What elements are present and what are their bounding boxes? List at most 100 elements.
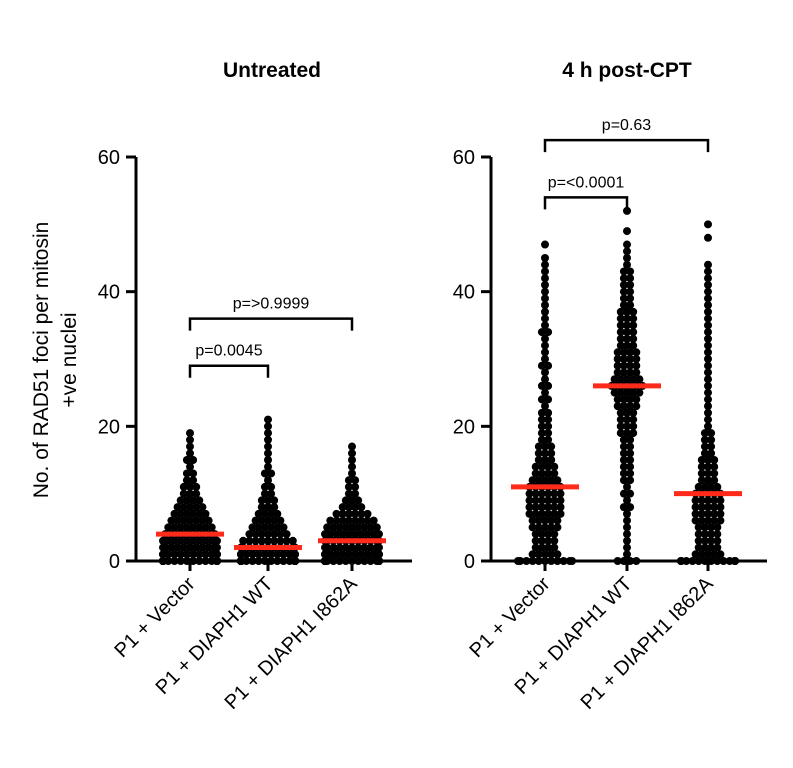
comparison-bracket — [188, 364, 270, 378]
data-point — [541, 456, 549, 464]
data-point — [632, 361, 641, 370]
data-point — [279, 550, 288, 559]
data-point — [629, 408, 638, 417]
data-point — [541, 348, 549, 357]
data-point — [704, 321, 712, 330]
data-point — [344, 489, 353, 498]
data-point — [360, 543, 369, 552]
data-point — [537, 429, 546, 438]
y-tick-label: 40 — [453, 282, 475, 304]
data-point — [619, 280, 628, 289]
data-point — [260, 550, 269, 559]
data-point — [375, 543, 383, 552]
data-point — [270, 536, 279, 545]
data-point — [619, 395, 628, 404]
data-point — [547, 516, 556, 525]
data-point — [338, 503, 347, 512]
data-point — [632, 395, 641, 404]
data-point — [326, 516, 335, 525]
data-point — [267, 469, 276, 478]
data-point — [704, 287, 712, 296]
data-point — [623, 509, 631, 518]
data-point — [282, 530, 291, 539]
data-point — [176, 523, 185, 532]
data-point — [341, 557, 350, 565]
data-point — [623, 227, 631, 236]
data-point — [544, 469, 553, 478]
data-point — [537, 503, 546, 512]
data-point — [182, 536, 191, 545]
data-point — [623, 314, 631, 323]
data-point — [323, 557, 332, 565]
data-point — [704, 402, 712, 411]
data-point — [632, 348, 641, 357]
data-point — [273, 523, 282, 532]
data-point — [626, 449, 635, 458]
data-point — [534, 456, 543, 464]
data-point — [704, 381, 712, 390]
data-point — [629, 328, 638, 337]
comparison-bracket — [543, 138, 710, 153]
data-point — [691, 509, 700, 518]
y-tick-label: 20 — [453, 416, 475, 438]
data-point — [264, 503, 272, 512]
data-point — [186, 516, 194, 525]
data-point — [170, 550, 179, 559]
data-point — [537, 469, 546, 478]
p-value-label: p=0.63 — [602, 117, 651, 134]
data-point — [182, 550, 191, 559]
comparison-bracket — [188, 317, 354, 331]
data-point — [264, 435, 272, 444]
data-point — [550, 489, 559, 498]
data-point — [623, 408, 631, 417]
data-point — [544, 503, 553, 512]
data-point — [704, 408, 712, 417]
data-point — [528, 523, 537, 532]
data-point — [697, 462, 706, 471]
data-point — [354, 543, 363, 552]
data-point — [704, 550, 712, 559]
data-point — [623, 388, 631, 397]
data-point — [245, 530, 254, 539]
data-point — [344, 516, 353, 525]
data-point — [626, 442, 635, 451]
data-point — [626, 402, 635, 411]
data-point — [282, 536, 291, 545]
data-point — [531, 489, 540, 498]
data-point — [264, 496, 272, 505]
data-point — [691, 503, 700, 512]
data-point — [170, 509, 179, 518]
data-point — [195, 523, 204, 532]
data-point — [528, 516, 537, 525]
data-point — [691, 496, 700, 505]
data-point — [541, 341, 549, 350]
data-point — [248, 523, 257, 532]
data-point — [366, 543, 375, 552]
data-point — [273, 557, 282, 565]
data-point — [344, 503, 353, 512]
y-axis-label-line-2: +ve nuclei — [58, 312, 81, 407]
y-tick-label: 0 — [464, 551, 475, 573]
data-point — [704, 314, 712, 323]
data-point — [691, 516, 700, 525]
data-point — [707, 523, 716, 532]
data-point — [694, 543, 703, 552]
data-point — [688, 557, 697, 565]
data-point — [348, 449, 356, 458]
data-point — [544, 543, 553, 552]
p-value-label: p=>0.9999 — [233, 296, 310, 313]
data-point — [195, 536, 204, 545]
y-axis-label-line-1: No. of RAD51 foci per mitosin — [30, 222, 53, 499]
data-point — [335, 523, 344, 532]
data-point — [629, 314, 638, 323]
data-point — [704, 341, 712, 350]
data-point — [556, 503, 565, 512]
data-point — [186, 449, 194, 458]
data-point — [204, 543, 213, 552]
data-point — [335, 543, 344, 552]
data-point — [537, 422, 546, 431]
data-point — [531, 469, 540, 478]
data-point — [270, 530, 279, 539]
data-point — [544, 328, 553, 337]
data-point — [626, 395, 635, 404]
